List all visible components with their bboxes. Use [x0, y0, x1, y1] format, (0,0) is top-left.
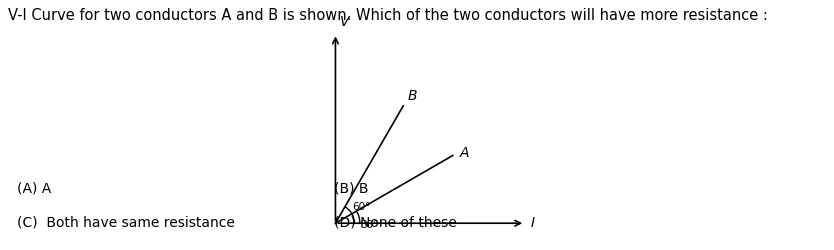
Text: 30°: 30° [360, 220, 379, 230]
Text: B: B [407, 89, 417, 103]
Text: (A) A: (A) A [17, 181, 51, 195]
Text: A: A [460, 146, 469, 160]
Text: (B) B: (B) B [334, 181, 368, 195]
Text: V-I Curve for two conductors A and B is shown. Which of the two conductors will : V-I Curve for two conductors A and B is … [8, 8, 768, 22]
Text: I: I [530, 216, 535, 230]
Text: (C)  Both have same resistance: (C) Both have same resistance [17, 216, 234, 230]
Text: (D) None of these: (D) None of these [334, 216, 456, 230]
Text: V: V [339, 16, 349, 30]
Text: 60°: 60° [353, 202, 371, 212]
